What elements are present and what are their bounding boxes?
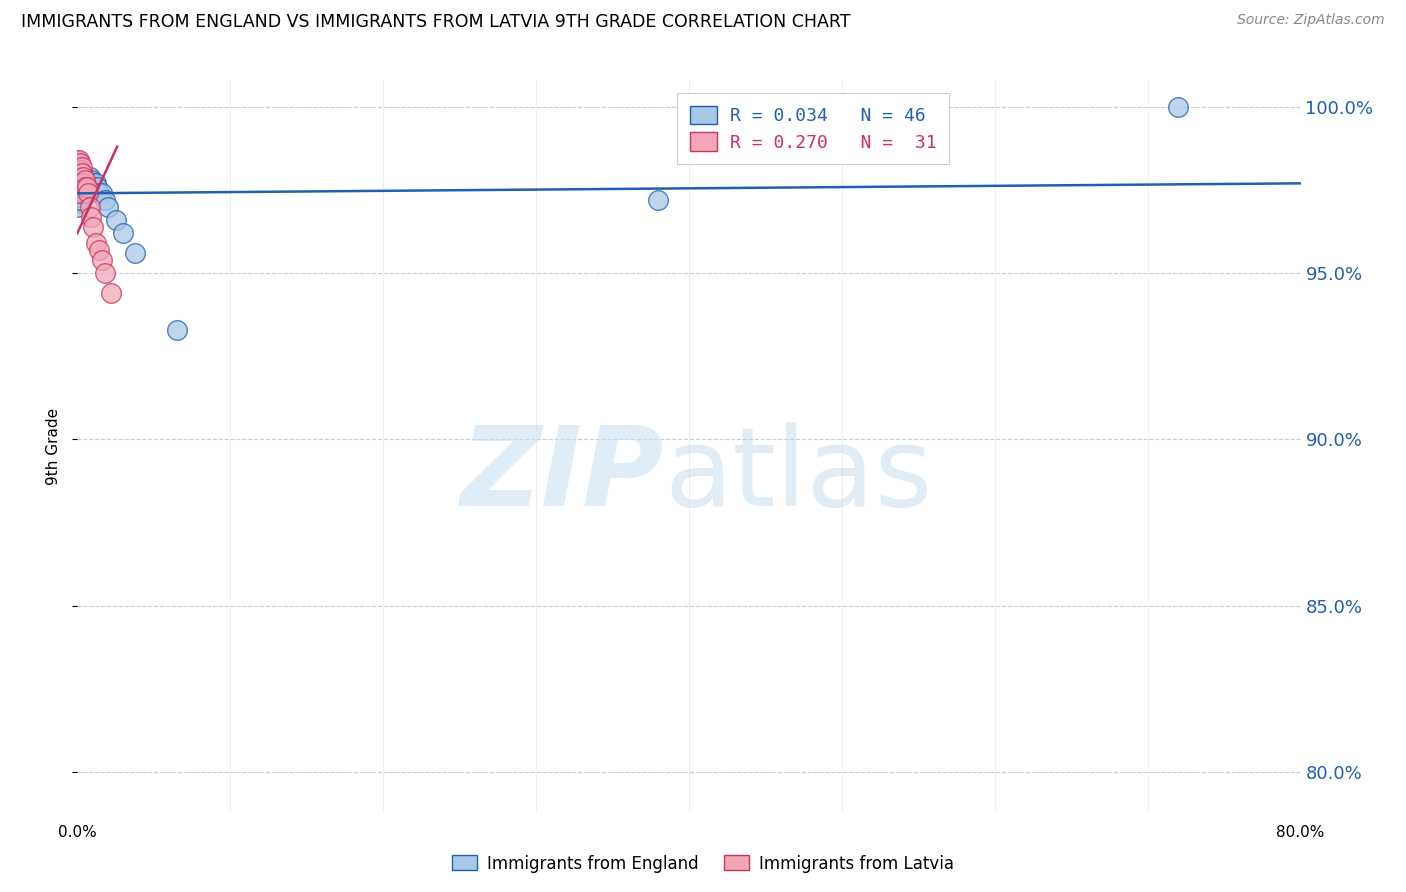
Point	[69, 173, 91, 187]
Point	[73, 173, 96, 187]
Point	[69, 177, 91, 191]
Point	[69, 156, 91, 170]
Point	[80, 210, 103, 224]
Point	[72, 186, 94, 201]
Point	[86, 179, 108, 194]
Point	[82, 219, 104, 234]
Point	[70, 183, 93, 197]
Point	[77, 186, 100, 201]
Point	[87, 243, 110, 257]
Point	[83, 179, 105, 194]
Point	[79, 177, 101, 191]
Point	[76, 173, 98, 187]
Point	[84, 177, 107, 191]
Point	[69, 186, 91, 201]
Point	[1167, 100, 1189, 114]
Point	[72, 169, 94, 184]
Text: 80.0%: 80.0%	[1277, 825, 1324, 840]
Text: Source: ZipAtlas.com: Source: ZipAtlas.com	[1237, 13, 1385, 28]
Point	[90, 186, 112, 201]
Point	[80, 173, 103, 187]
Point	[69, 169, 91, 184]
Text: IMMIGRANTS FROM ENGLAND VS IMMIGRANTS FROM LATVIA 9TH GRADE CORRELATION CHART: IMMIGRANTS FROM ENGLAND VS IMMIGRANTS FR…	[21, 13, 851, 31]
Point	[66, 193, 89, 207]
Point	[66, 189, 89, 203]
Point	[66, 183, 89, 197]
Point	[72, 177, 94, 191]
Point	[67, 177, 90, 191]
Point	[72, 183, 94, 197]
Point	[67, 153, 90, 167]
Point	[72, 177, 94, 191]
Point	[94, 193, 117, 207]
Point	[66, 153, 89, 167]
Point	[70, 177, 93, 191]
Point	[67, 183, 90, 197]
Legend: R = 0.034   N = 46, R = 0.270   N =  31: R = 0.034 N = 46, R = 0.270 N = 31	[678, 93, 949, 164]
Point	[79, 169, 101, 184]
Legend: Immigrants from England, Immigrants from Latvia: Immigrants from England, Immigrants from…	[446, 848, 960, 880]
Text: atlas: atlas	[665, 422, 934, 529]
Point	[67, 169, 90, 184]
Point	[82, 183, 104, 197]
Point	[66, 160, 89, 174]
Y-axis label: 9th Grade: 9th Grade	[45, 408, 60, 484]
Point	[100, 286, 122, 301]
Point	[67, 166, 90, 180]
Point	[76, 179, 98, 194]
Point	[124, 246, 146, 260]
Point	[67, 189, 90, 203]
Point	[66, 166, 89, 180]
Point	[66, 200, 89, 214]
Point	[647, 193, 669, 207]
Point	[82, 177, 104, 191]
Point	[69, 163, 91, 178]
Point	[69, 179, 91, 194]
Point	[69, 193, 91, 207]
Point	[66, 177, 89, 191]
Point	[66, 186, 89, 201]
Point	[66, 179, 89, 194]
Point	[66, 179, 89, 194]
Point	[90, 252, 112, 267]
Point	[67, 173, 90, 187]
Point	[104, 213, 127, 227]
Point	[66, 196, 89, 211]
Point	[73, 179, 96, 194]
Point	[79, 200, 101, 214]
Point	[73, 177, 96, 191]
Point	[66, 186, 89, 201]
Point	[70, 169, 93, 184]
Point	[97, 200, 120, 214]
Text: 0.0%: 0.0%	[58, 825, 97, 840]
Point	[66, 169, 89, 184]
Text: ZIP: ZIP	[461, 422, 665, 529]
Point	[77, 173, 100, 187]
Point	[112, 226, 135, 240]
Point	[70, 166, 93, 180]
Point	[66, 173, 89, 187]
Point	[84, 236, 107, 251]
Point	[67, 160, 90, 174]
Point	[70, 160, 93, 174]
Point	[76, 179, 98, 194]
Point	[67, 186, 90, 201]
Point	[94, 266, 117, 280]
Point	[87, 186, 110, 201]
Point	[73, 183, 96, 197]
Point	[166, 323, 188, 337]
